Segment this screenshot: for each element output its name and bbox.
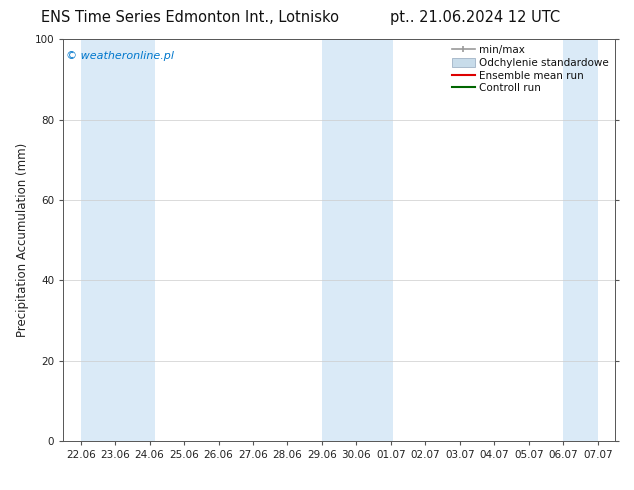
Bar <box>81 39 155 441</box>
Bar <box>563 39 598 441</box>
Text: pt.. 21.06.2024 12 UTC: pt.. 21.06.2024 12 UTC <box>391 10 560 25</box>
Bar <box>322 39 356 441</box>
Y-axis label: Precipitation Accumulation (mm): Precipitation Accumulation (mm) <box>16 143 29 337</box>
Text: © weatheronline.pl: © weatheronline.pl <box>66 51 174 61</box>
Bar <box>356 39 392 441</box>
Text: ENS Time Series Edmonton Int., Lotnisko: ENS Time Series Edmonton Int., Lotnisko <box>41 10 339 25</box>
Legend: min/max, Odchylenie standardowe, Ensemble mean run, Controll run: min/max, Odchylenie standardowe, Ensembl… <box>449 42 612 97</box>
